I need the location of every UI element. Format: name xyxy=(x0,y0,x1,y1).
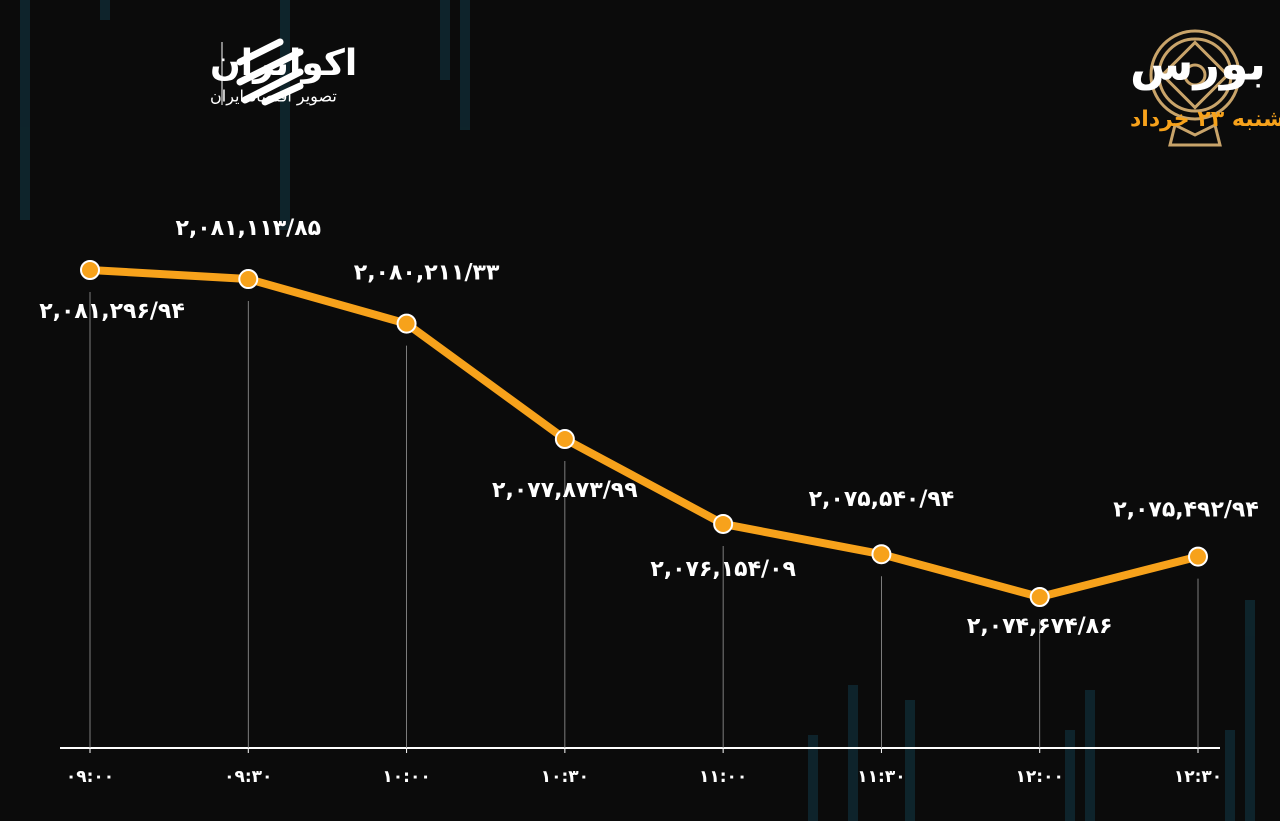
x-tick-label: ۱۲:۳۰ xyxy=(1174,767,1222,787)
point xyxy=(1029,587,1050,607)
x-tick-label: ۱۲:۰۰ xyxy=(1016,767,1064,787)
subtitle: چهارشنبه ۲۳ خرداد xyxy=(1130,107,1280,132)
point xyxy=(80,260,100,280)
point xyxy=(871,544,892,565)
value-label: ۲,۰۸۱,۲۹۶/۹۴ xyxy=(39,299,185,324)
x-tick-label: ۰۹:۰۰ xyxy=(66,767,114,787)
value-label: ۲,۰۸۱,۱۱۳/۸۵ xyxy=(175,216,321,241)
decor-bars xyxy=(20,0,1255,821)
value-label: ۲,۰۷۴,۶۷۴/۸۶ xyxy=(967,614,1113,639)
logo-eco xyxy=(236,38,304,106)
point xyxy=(1188,546,1208,567)
x-tick-label: ۱۱:۳۰ xyxy=(857,767,905,787)
title: روند شاخص کل بورس xyxy=(1130,37,1280,91)
x-tick-label: ۰۹:۳۰ xyxy=(224,767,272,787)
point xyxy=(713,513,734,534)
point xyxy=(238,269,259,290)
value-label: ۲,۰۷۷,۸۷۳/۹۹ xyxy=(492,478,638,503)
x-tick-label: ۱۰:۰۰ xyxy=(382,767,430,787)
point xyxy=(396,313,417,334)
x-tick-label: ۱۱:۰۰ xyxy=(699,767,747,787)
value-label: ۲,۰۷۵,۴۹۲/۹۴ xyxy=(1113,498,1259,523)
value-label: ۲,۰۷۶,۱۵۴/۰۹ xyxy=(650,557,796,582)
point xyxy=(554,429,575,450)
brand: اکوایران xyxy=(210,43,357,84)
index-line xyxy=(89,266,1199,601)
logo-bourse xyxy=(1149,29,1241,147)
tagline: تصویر اقتصاد ایران xyxy=(210,87,337,107)
value-label: ۲,۰۸۰,۲۱۱/۳۳ xyxy=(354,261,500,286)
x-tick-label: ۱۰:۳۰ xyxy=(541,767,589,787)
value-label: ۲,۰۷۵,۵۴۰/۹۴ xyxy=(809,487,955,512)
